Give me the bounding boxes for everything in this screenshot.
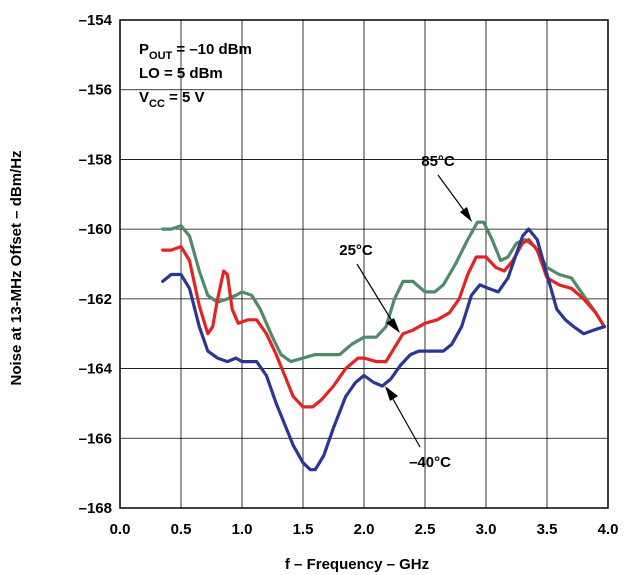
plot-frame bbox=[119, 19, 609, 509]
series-line-minus40c bbox=[161, 227, 606, 472]
y-tick-labels: –154 –156 –158 –160 –162 –164 –166 –168 bbox=[79, 12, 113, 517]
arrow-minus40c-head bbox=[385, 386, 398, 401]
series-label-25c: 25°C bbox=[339, 242, 373, 259]
x-tick-label: 2.0 bbox=[354, 521, 375, 538]
series-label-85c: 85°C bbox=[421, 153, 455, 170]
condition-pout: POUT = –10 dBm bbox=[139, 41, 252, 62]
x-tick-label: 4.0 bbox=[598, 521, 619, 538]
y-tick-label: –168 bbox=[79, 500, 112, 517]
y-tick-label: –154 bbox=[79, 12, 113, 29]
x-tick-label: 3.5 bbox=[537, 521, 558, 538]
arrow-25c-head bbox=[386, 318, 400, 333]
y-tick-label: –160 bbox=[79, 221, 112, 238]
y-tick-label: –164 bbox=[79, 361, 113, 378]
condition-vcc: VCC = 5 V bbox=[139, 89, 205, 110]
arrow-85c-head bbox=[460, 207, 472, 222]
y-axis-label: Noise at 13-MHz Offset – dBm/Hz bbox=[8, 150, 25, 385]
x-tick-label: 3.0 bbox=[476, 521, 497, 538]
series-labels: 85°C 25°C –40°C bbox=[339, 153, 455, 471]
y-tick-label: –156 bbox=[79, 82, 112, 99]
arrow-85c bbox=[437, 174, 469, 217]
x-tick-label: 1.0 bbox=[232, 521, 253, 538]
conditions-annotation: POUT = –10 dBm LO = 5 dBm VCC = 5 V bbox=[139, 41, 252, 110]
annotation-arrows bbox=[356, 174, 472, 448]
x-tick-label: 1.5 bbox=[293, 521, 314, 538]
y-tick-label: –162 bbox=[79, 291, 112, 308]
x-tick-labels: 0.0 0.5 1.0 1.5 2.0 2.5 3.0 3.5 4.0 bbox=[110, 521, 619, 538]
arrow-minus40c bbox=[388, 391, 421, 448]
x-tick-label: 2.5 bbox=[415, 521, 436, 538]
x-axis-label: f – Frequency – GHz bbox=[285, 556, 429, 573]
condition-lo: LO = 5 dBm bbox=[139, 65, 223, 82]
x-tick-label: 0.5 bbox=[171, 521, 192, 538]
series-layer bbox=[161, 220, 606, 472]
y-tick-label: –166 bbox=[79, 430, 112, 447]
arrow-25c bbox=[356, 263, 396, 327]
x-tick-label: 0.0 bbox=[110, 521, 131, 538]
y-tick-label: –158 bbox=[79, 151, 112, 168]
series-line-25c bbox=[161, 238, 606, 409]
series-label-minus40c: –40°C bbox=[409, 454, 451, 471]
